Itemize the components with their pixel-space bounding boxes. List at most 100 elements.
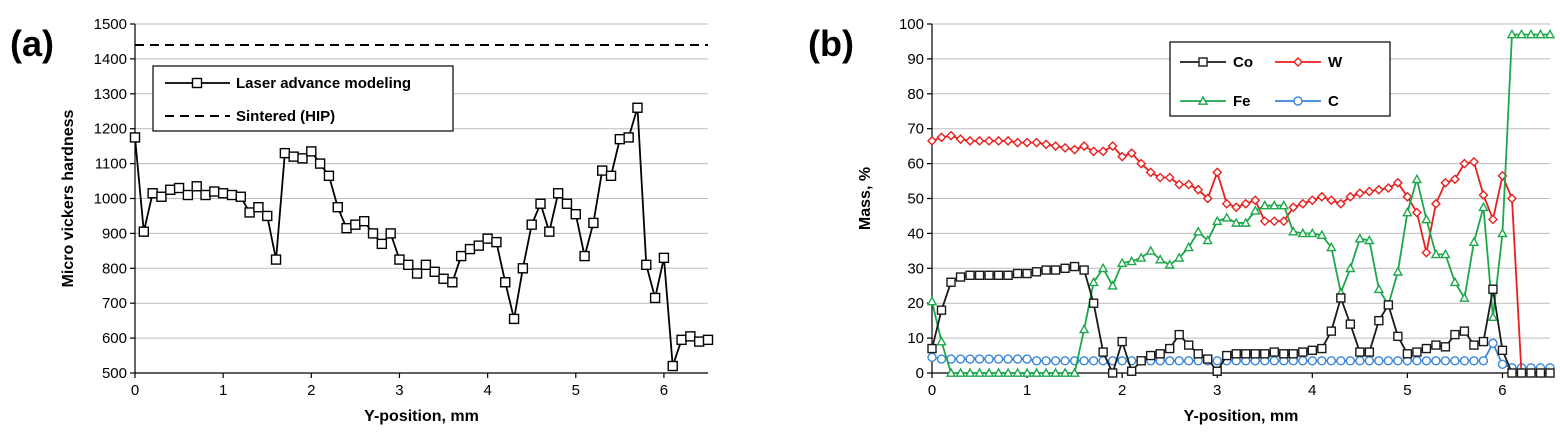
data-point-laser bbox=[649, 292, 661, 304]
data-point-laser bbox=[253, 202, 264, 213]
data-point-c bbox=[974, 354, 985, 364]
data-point-w bbox=[1088, 146, 1099, 157]
data-point-c bbox=[1298, 356, 1308, 366]
data-point-co bbox=[1022, 268, 1032, 279]
data-point-fe bbox=[1212, 215, 1223, 226]
data-point-w bbox=[1183, 179, 1194, 190]
data-point-w bbox=[1411, 207, 1422, 218]
data-point-w bbox=[1345, 191, 1356, 202]
data-point-laser bbox=[517, 263, 529, 274]
data-point-w bbox=[1402, 191, 1413, 202]
data-point-c bbox=[1459, 356, 1470, 366]
data-point-co bbox=[1345, 319, 1356, 329]
data-point-fe bbox=[1506, 29, 1518, 39]
data-point-laser bbox=[235, 191, 246, 202]
data-point-co bbox=[1060, 263, 1070, 273]
data-point-laser bbox=[165, 184, 176, 195]
data-point-c bbox=[1393, 356, 1403, 366]
data-point-laser bbox=[367, 228, 379, 239]
x-axis-title: Y-position, mm bbox=[364, 408, 479, 425]
data-point-laser bbox=[561, 198, 573, 209]
x-tick-label: 2 bbox=[1118, 382, 1126, 399]
data-point-w bbox=[974, 135, 985, 146]
y-tick-label: 100 bbox=[899, 16, 924, 33]
data-point-fe bbox=[1288, 226, 1299, 236]
data-point-fe bbox=[983, 367, 995, 377]
data-point-laser bbox=[156, 191, 167, 202]
data-point-co bbox=[1402, 349, 1413, 359]
data-point-c bbox=[1184, 356, 1194, 366]
data-point-c bbox=[1031, 356, 1042, 366]
data-point-laser bbox=[420, 259, 432, 271]
data-point-c bbox=[1050, 356, 1061, 366]
data-point-laser bbox=[244, 207, 255, 218]
data-point-c bbox=[1440, 356, 1451, 366]
data-point-co bbox=[1545, 368, 1555, 378]
data-point-laser bbox=[288, 151, 299, 162]
data-point-laser bbox=[191, 181, 202, 192]
data-point-laser bbox=[270, 254, 282, 265]
data-point-w bbox=[1079, 141, 1090, 152]
data-point-co bbox=[1155, 349, 1165, 359]
data-point-laser bbox=[279, 147, 291, 159]
data-point-co bbox=[1516, 368, 1527, 378]
data-point-c bbox=[1336, 356, 1346, 366]
legend-box bbox=[152, 65, 454, 132]
data-point-laser bbox=[350, 219, 361, 230]
data-point-fe bbox=[1221, 212, 1232, 222]
data-point-fe bbox=[1307, 227, 1318, 238]
data-point-laser bbox=[464, 243, 476, 255]
data-point-c bbox=[1488, 338, 1498, 349]
data-point-laser bbox=[394, 254, 405, 265]
y-tick-label: 40 bbox=[907, 225, 924, 242]
data-point-fe bbox=[993, 367, 1004, 377]
data-point-co bbox=[1497, 345, 1508, 356]
data-point-w bbox=[1278, 216, 1289, 227]
data-point-c bbox=[1088, 356, 1099, 366]
data-point-co bbox=[1478, 336, 1489, 347]
data-point-w bbox=[1459, 158, 1470, 169]
data-point-co bbox=[1535, 368, 1546, 378]
data-point-laser bbox=[535, 198, 546, 209]
data-point-laser bbox=[359, 215, 370, 227]
data-point-w bbox=[1478, 190, 1489, 200]
data-point-c bbox=[1212, 356, 1222, 366]
data-point-c bbox=[1421, 356, 1432, 366]
data-point-fe bbox=[1411, 173, 1423, 184]
data-point-w bbox=[1107, 141, 1118, 152]
legend-label-co: Co bbox=[1233, 54, 1253, 71]
data-point-c bbox=[1412, 356, 1422, 366]
data-point-fe bbox=[1002, 367, 1014, 377]
data-point-c bbox=[993, 354, 1004, 364]
data-point-co bbox=[1184, 340, 1194, 350]
data-point-fe bbox=[1392, 266, 1404, 276]
data-point-w bbox=[946, 130, 957, 141]
data-point-co bbox=[1269, 347, 1279, 357]
data-point-c bbox=[1117, 356, 1127, 366]
data-point-fe bbox=[1373, 283, 1385, 294]
data-point-c bbox=[1022, 354, 1032, 364]
data-point-w bbox=[1145, 167, 1156, 178]
data-point-fe bbox=[1050, 367, 1061, 377]
data-point-w bbox=[936, 132, 947, 143]
data-point-laser bbox=[552, 188, 564, 199]
data-point-w bbox=[1031, 137, 1042, 148]
data-point-laser bbox=[314, 158, 326, 169]
data-point-laser bbox=[341, 222, 352, 234]
legend-marker-fe-icon bbox=[1197, 95, 1209, 105]
data-point-fe bbox=[1107, 280, 1118, 290]
data-point-co bbox=[1145, 350, 1156, 361]
data-point-laser bbox=[306, 146, 317, 157]
data-point-fe bbox=[1326, 241, 1337, 252]
data-point-w bbox=[1202, 193, 1213, 204]
data-point-w bbox=[1506, 193, 1517, 204]
data-point-w bbox=[1126, 148, 1137, 159]
panel-label: (a) bbox=[10, 23, 54, 64]
data-point-co bbox=[1041, 265, 1051, 275]
data-point-laser bbox=[226, 189, 238, 201]
data-point-w bbox=[993, 135, 1004, 146]
x-tick-label: 0 bbox=[928, 382, 936, 399]
data-point-co bbox=[1003, 270, 1013, 280]
y-tick-label: 60 bbox=[907, 156, 924, 173]
